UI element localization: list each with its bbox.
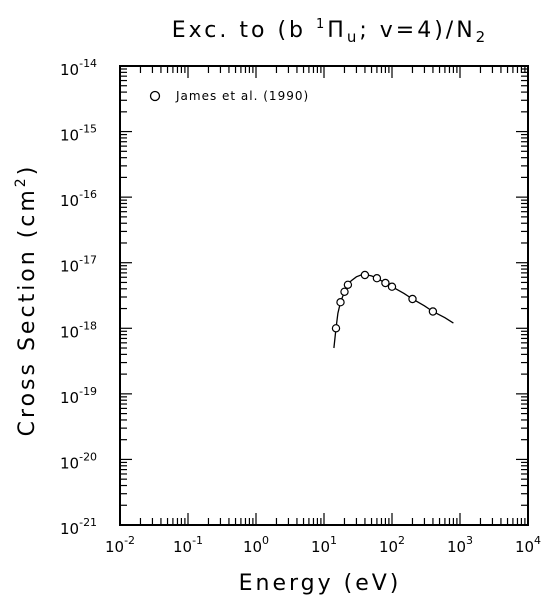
data-point bbox=[336, 298, 345, 307]
y-tick-base: 10 bbox=[60, 258, 79, 276]
legend-label: James et al. (1990) bbox=[175, 89, 309, 103]
y-tick-label: 10-14 bbox=[60, 57, 97, 79]
x-tick-base: 10 bbox=[515, 538, 534, 556]
y-tick-base: 10 bbox=[60, 127, 79, 145]
x-tick-exp: 2 bbox=[398, 534, 405, 547]
data-points-group bbox=[331, 270, 438, 333]
x-tick-exp: 1 bbox=[330, 534, 337, 547]
data-point bbox=[372, 274, 382, 283]
x-tick-base: 10 bbox=[379, 538, 398, 556]
x-tick-label: 10-1 bbox=[173, 534, 203, 556]
tick-labels: 10-2 10-1 100 101 102 103 10410-1410-1510-1610… bbox=[60, 57, 541, 556]
y-tick-exp: -17 bbox=[79, 254, 97, 267]
axis-ticks bbox=[119, 65, 529, 526]
y-tick-label: 10-18 bbox=[60, 319, 97, 341]
y-axis-title: Cross Section (cm2) bbox=[13, 164, 40, 437]
y-tick-label: 10-16 bbox=[60, 188, 97, 210]
x-tick-exp: 3 bbox=[466, 534, 473, 547]
y-tick-base: 10 bbox=[60, 520, 79, 538]
x-tick-label: 104 bbox=[515, 534, 541, 556]
x-tick-label: 10-2 bbox=[105, 534, 135, 556]
x-tick-label: 103 bbox=[447, 534, 473, 556]
data-point bbox=[360, 270, 370, 280]
x-tick-exp: -2 bbox=[124, 534, 135, 547]
chart-title: Exc. to (b 1Πu; v=4)/N2 bbox=[172, 17, 488, 46]
y-tick-exp: -21 bbox=[79, 516, 97, 529]
data-point bbox=[343, 280, 353, 289]
x-tick-base: 10 bbox=[243, 538, 262, 556]
y-tick-exp: -20 bbox=[79, 450, 97, 463]
legend-marker bbox=[149, 90, 161, 102]
data-point bbox=[381, 278, 390, 288]
y-tick-base: 10 bbox=[60, 323, 79, 341]
x-tick-exp: 4 bbox=[534, 534, 541, 547]
y-tick-exp: -19 bbox=[79, 385, 97, 398]
y-tick-label: 10-19 bbox=[60, 385, 97, 407]
y-tick-label: 10-21 bbox=[60, 516, 97, 538]
y-tick-label: 10-17 bbox=[60, 254, 97, 276]
y-tick-label: 10-20 bbox=[60, 450, 97, 472]
x-tick-label: 102 bbox=[379, 534, 405, 556]
plot-frame bbox=[119, 65, 529, 526]
y-tick-label: 10-15 bbox=[60, 123, 97, 145]
y-tick-base: 10 bbox=[60, 389, 79, 407]
y-tick-base: 10 bbox=[60, 192, 79, 210]
y-tick-exp: -18 bbox=[79, 319, 97, 332]
data-point bbox=[387, 282, 397, 291]
x-tick-exp: 0 bbox=[262, 534, 269, 547]
x-tick-label: 101 bbox=[311, 534, 337, 556]
x-tick-exp: -1 bbox=[192, 534, 203, 547]
legend: James et al. (1990) bbox=[149, 89, 309, 103]
data-point bbox=[340, 287, 349, 296]
y-tick-base: 10 bbox=[60, 61, 79, 79]
data-point bbox=[428, 307, 438, 316]
x-tick-base: 10 bbox=[447, 538, 466, 556]
x-tick-base: 10 bbox=[173, 538, 192, 556]
data-point bbox=[331, 324, 341, 333]
y-tick-exp: -16 bbox=[79, 188, 97, 201]
y-tick-exp: -14 bbox=[79, 57, 97, 70]
y-tick-exp: -15 bbox=[79, 123, 97, 136]
y-tick-base: 10 bbox=[60, 454, 79, 472]
data-point bbox=[408, 294, 417, 304]
x-axis-title: Energy (eV) bbox=[239, 571, 402, 596]
x-tick-base: 10 bbox=[105, 538, 124, 556]
x-tick-label: 100 bbox=[243, 534, 269, 556]
x-tick-base: 10 bbox=[311, 538, 330, 556]
